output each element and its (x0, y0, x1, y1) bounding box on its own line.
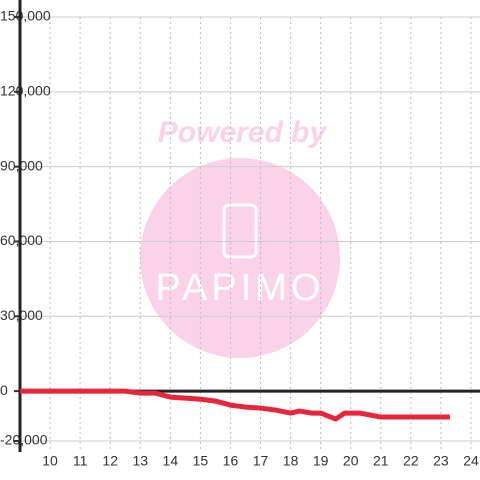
x-tick-label: 21 (373, 453, 389, 469)
x-tick-label: 20 (343, 453, 359, 469)
x-tick-label: 23 (433, 453, 449, 469)
x-tick-label: 13 (132, 453, 148, 469)
watermark-text: Powered by (158, 116, 328, 149)
x-tick-label: 11 (73, 453, 88, 469)
y-tick-label: 0 (0, 382, 8, 398)
y-tick-label: 30,000 (0, 307, 43, 323)
line (20, 388, 450, 422)
y-tick-label: -20,000 (0, 432, 48, 448)
x-tick-label: 16 (223, 453, 239, 469)
y-tick-label: 120,000 (0, 83, 51, 99)
x-tick-label: 12 (102, 453, 118, 469)
x-tick-label: 14 (163, 453, 179, 469)
x-tick-label: 24 (463, 453, 479, 469)
y-tick-label: 60,000 (0, 232, 43, 248)
x-tick-label: 17 (253, 453, 269, 469)
watermark-brand: PAPIMO (156, 267, 325, 309)
x-tick-label: 15 (193, 453, 209, 469)
x-tick-label: 19 (313, 453, 329, 469)
y-tick-label: 90,000 (0, 157, 43, 173)
x-tick-label: 22 (403, 453, 419, 469)
x-tick-label: 10 (42, 453, 58, 469)
y-tick-label: 150,000 (0, 8, 51, 24)
x-tick-label: 18 (283, 453, 299, 469)
watermark-icon (222, 203, 258, 259)
